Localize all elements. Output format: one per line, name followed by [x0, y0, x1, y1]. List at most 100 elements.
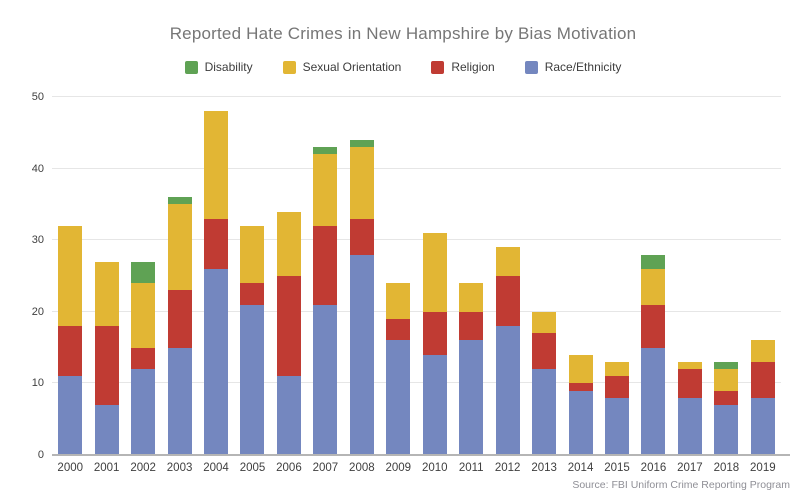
- bar-segment: [276, 211, 301, 277]
- gridline: [52, 167, 781, 169]
- y-tick-label: 10: [31, 377, 44, 390]
- bar-segment: [750, 361, 775, 398]
- bar-segment: [568, 354, 593, 384]
- plot-area: [52, 96, 790, 456]
- x-tick-label: 2001: [93, 462, 120, 474]
- bar-segment: [349, 147, 374, 219]
- x-tick-label: 2013: [531, 462, 557, 474]
- gridline: [52, 96, 781, 97]
- legend-swatch: [184, 60, 198, 74]
- bar-segment: [422, 354, 447, 455]
- stacked-bar: [495, 247, 520, 455]
- gridline: [52, 310, 781, 312]
- bar-slot: [599, 97, 635, 455]
- gridline: [52, 382, 781, 384]
- bar-slot: [198, 97, 234, 455]
- bar-segment: [58, 225, 83, 327]
- bar-segment: [313, 304, 338, 455]
- bar-segment: [495, 247, 520, 277]
- stacked-bar: [568, 354, 593, 455]
- bar-segment: [204, 218, 229, 269]
- bar-segment: [349, 254, 374, 455]
- bar-slot: [271, 97, 307, 455]
- legend-item: Disability: [184, 60, 253, 74]
- legend-swatch: [431, 60, 445, 74]
- y-tick-label: 30: [31, 234, 44, 247]
- bar-segment: [605, 397, 630, 455]
- bar-segment: [94, 326, 119, 405]
- bar-segment: [240, 304, 265, 455]
- x-tick-label: 2008: [349, 462, 375, 474]
- bar-segment: [641, 304, 666, 348]
- x-tick-label: 2018: [713, 462, 740, 474]
- bar-segment: [94, 261, 119, 327]
- bar-segment: [204, 268, 229, 455]
- bar-slot: [708, 97, 744, 455]
- bar-segment: [532, 311, 557, 334]
- bar-segment: [167, 290, 192, 348]
- bar-slot: [380, 97, 416, 455]
- bar-segment: [532, 333, 557, 370]
- bar-segment: [131, 261, 156, 284]
- stacked-bar: [167, 197, 192, 455]
- chart-title: Reported Hate Crimes in New Hampshire by…: [169, 24, 637, 43]
- bar-slot: [52, 97, 88, 455]
- x-tick-label: 2016: [640, 462, 667, 474]
- bar-segment: [495, 276, 520, 327]
- bar-segment: [714, 361, 739, 370]
- bar-segment: [240, 225, 265, 284]
- y-tick-label: 20: [31, 305, 44, 318]
- source-note: Source: FBI Uniform Crime Reporting Prog…: [572, 479, 790, 491]
- stacked-bar: [750, 340, 775, 455]
- x-tick-label: 2000: [57, 462, 84, 474]
- bar-segment: [677, 361, 702, 370]
- bar-segment: [58, 376, 83, 455]
- bar-segment: [641, 254, 666, 269]
- bar-slot: [125, 97, 161, 455]
- stacked-bar: [240, 225, 265, 455]
- bar-slot: [88, 97, 124, 455]
- bar-segment: [240, 283, 265, 305]
- y-tick-label: 40: [31, 162, 44, 175]
- x-tick-label: 2003: [166, 462, 193, 474]
- stacked-bar: [641, 254, 666, 455]
- chart-legend: Disability Sexual Orientation Religion Race…: [0, 60, 806, 74]
- legend-item: Religion: [431, 60, 495, 74]
- bar-segment: [349, 218, 374, 255]
- bar-segment: [204, 111, 229, 219]
- x-axis: 2000 2001 2002 2003 2004 2005 2006 2007 2008 2009…: [52, 462, 781, 474]
- bar-segment: [131, 283, 156, 348]
- bar-segment: [568, 383, 593, 391]
- bar-segment: [167, 197, 192, 205]
- stacked-bar: [131, 261, 156, 455]
- bar-slot: [489, 97, 525, 455]
- bar-segment: [131, 347, 156, 370]
- gridline: [52, 239, 781, 241]
- x-tick-label: 2002: [130, 462, 156, 474]
- y-axis: 0 10 20 30 40 50: [0, 91, 44, 461]
- bar-segment: [605, 376, 630, 398]
- bar-segment: [386, 318, 411, 341]
- x-tick-label: 2011: [458, 462, 484, 474]
- x-tick-label: 2004: [203, 462, 229, 474]
- bar-segment: [714, 369, 739, 391]
- bar-segment: [714, 390, 739, 405]
- bar-slot: [635, 97, 671, 455]
- bar-slot: [307, 97, 343, 455]
- bar-segment: [422, 233, 447, 312]
- legend-item: Sexual Orientation: [282, 60, 401, 74]
- bar-segment: [167, 347, 192, 455]
- stacked-bar: [386, 283, 411, 455]
- bars-container: [52, 97, 781, 455]
- x-tick-label: 2010: [421, 462, 448, 474]
- bar-segment: [750, 397, 775, 455]
- stacked-bar: [58, 225, 83, 455]
- bar-slot: [344, 97, 380, 455]
- bar-segment: [459, 340, 484, 455]
- x-tick-label: 2012: [494, 462, 521, 474]
- bar-segment: [568, 390, 593, 455]
- bar-slot: [672, 97, 708, 455]
- bar-segment: [386, 340, 411, 455]
- stacked-bar: [605, 361, 630, 455]
- x-axis-line: [52, 454, 790, 456]
